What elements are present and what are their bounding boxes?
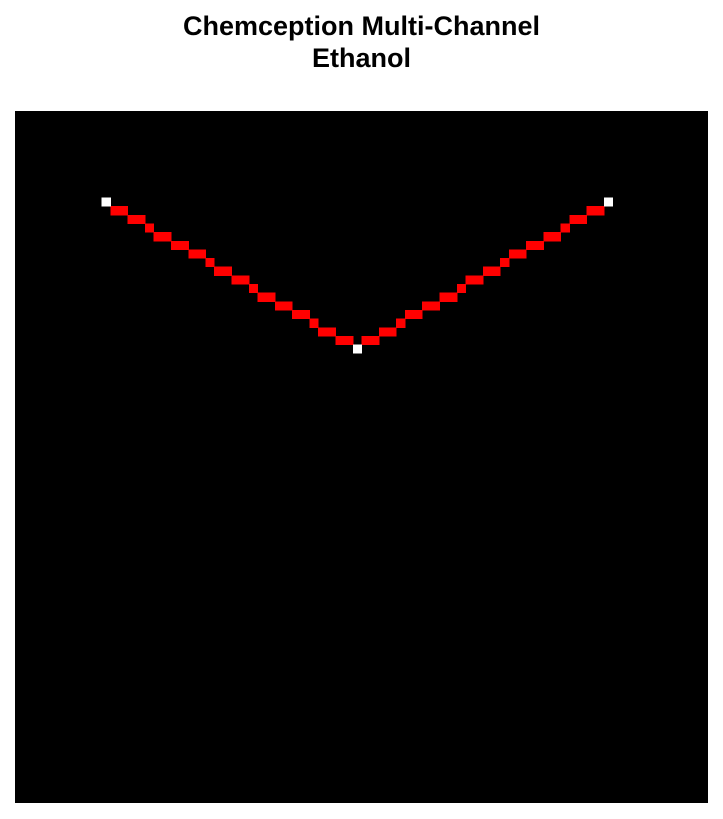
bond-pixel <box>179 240 189 250</box>
bond-pixel <box>153 232 163 242</box>
bond-pixel <box>378 327 388 337</box>
bond-pixel <box>517 249 527 259</box>
bond-pixel <box>534 240 544 250</box>
figure-title: Chemception Multi-Channel Ethanol <box>0 10 723 74</box>
bond-pixel <box>257 292 267 302</box>
bond-pixel <box>456 284 466 294</box>
bond-0-1 <box>110 206 354 346</box>
bond-pixel <box>560 223 570 233</box>
bond-pixel <box>326 327 337 337</box>
bond-pixel <box>543 232 553 242</box>
bond-pixel <box>586 206 596 216</box>
bond-pixel <box>144 223 155 233</box>
bond-pixel <box>300 309 311 320</box>
bond-pixel <box>222 266 233 276</box>
bond-pixel <box>318 327 328 337</box>
bond-pixel <box>266 292 276 302</box>
atom-pixel-1 <box>352 344 362 354</box>
title-line-2: Ethanol <box>312 43 411 73</box>
bond-pixel <box>508 249 518 259</box>
image-background <box>15 111 708 803</box>
bond-pixel <box>422 301 432 311</box>
bond-pixel <box>205 258 215 268</box>
molecule-image <box>15 111 708 803</box>
bond-pixel <box>335 335 345 346</box>
bond-pixel <box>491 266 501 276</box>
bond-pixel <box>344 335 354 346</box>
bond-pixel <box>448 292 458 302</box>
bond-pixel <box>170 240 181 250</box>
bond-pixel <box>118 206 129 216</box>
bond-pixel <box>404 309 414 320</box>
title-line-1: Chemception Multi-Channel <box>183 11 540 41</box>
bond-pixel <box>387 327 397 337</box>
bond-pixel <box>188 249 198 259</box>
atom-pixel-2 <box>604 197 614 207</box>
bond-pixel <box>248 284 259 294</box>
bond-pixel <box>127 214 137 224</box>
bond-pixel <box>500 258 510 268</box>
atom-pixel-0 <box>101 197 111 207</box>
bond-pixel <box>526 240 536 250</box>
bond-pixel <box>430 301 440 311</box>
bond-pixel <box>292 309 302 320</box>
bond-pixel <box>361 335 371 346</box>
bond-pixel <box>370 335 380 346</box>
bond-pixel <box>578 214 588 224</box>
bond-pixel <box>474 275 484 285</box>
bond-pixel <box>162 232 172 242</box>
bond-pixel <box>283 301 293 311</box>
bond-pixel <box>110 206 120 216</box>
bond-pixel <box>595 206 605 216</box>
bond-pixel <box>396 318 406 328</box>
bond-pixel <box>240 275 250 285</box>
bond-pixel <box>309 318 319 328</box>
bond-pixel <box>569 214 579 224</box>
bond-pixel <box>196 249 207 259</box>
bond-pixel <box>214 266 224 276</box>
bond-pixel <box>231 275 241 285</box>
bond-pixel <box>439 292 449 302</box>
bond-pixel <box>413 309 423 320</box>
bond-pixel <box>465 275 475 285</box>
bond-pixel <box>136 214 146 224</box>
molecule-canvas <box>15 111 708 803</box>
bond-pixel <box>552 232 562 242</box>
bond-1-2 <box>361 206 605 346</box>
bond-pixel <box>482 266 492 276</box>
bond-pixel <box>274 301 285 311</box>
